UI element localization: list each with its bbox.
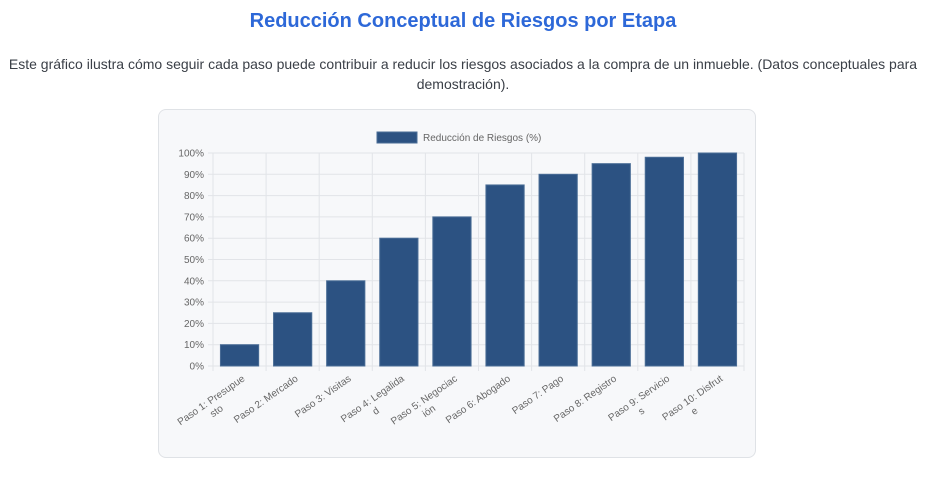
x-tick-label-line: d: [371, 406, 382, 418]
grid-lines: [208, 152, 745, 371]
page-description: Este gráfico ilustra cómo seguir cada pa…: [8, 56, 918, 92]
y-tick-label: 10%: [184, 340, 204, 351]
y-axis-ticks: 0% 10% 20% 30% 40% 50% 60% 70% 80% 90% 100%: [178, 149, 204, 373]
bar[interactable]: [644, 156, 684, 367]
chart-card: 0% 10% 20% 30% 40% 50% 60% 70% 80% 90% 100% Paso 1…: [158, 109, 756, 458]
y-tick-label: 100%: [178, 149, 204, 160]
y-tick-label: 90%: [184, 170, 204, 181]
y-tick-label: 0%: [190, 362, 205, 373]
bar[interactable]: [485, 184, 525, 367]
bar[interactable]: [697, 152, 738, 367]
y-tick-label: 30%: [184, 298, 204, 309]
bar[interactable]: [326, 280, 366, 367]
legend-swatch: [376, 131, 418, 144]
x-tick-label-line: e: [689, 405, 700, 417]
bar[interactable]: [538, 173, 578, 367]
y-tick-label: 80%: [184, 191, 204, 202]
y-tick-label: 50%: [184, 255, 204, 266]
y-tick-label: 60%: [184, 234, 204, 245]
legend[interactable]: Reducción de Riesgos (%): [376, 131, 541, 144]
bars: [219, 152, 738, 367]
bar[interactable]: [591, 163, 631, 367]
bar[interactable]: [219, 344, 260, 367]
bar[interactable]: [273, 312, 313, 367]
bar-chart: 0% 10% 20% 30% 40% 50% 60% 70% 80% 90% 100% Paso 1…: [176, 131, 745, 428]
y-tick-label: 20%: [184, 319, 204, 330]
bar[interactable]: [379, 237, 419, 367]
page-title: Reducción Conceptual de Riesgos por Etap…: [249, 10, 677, 32]
bar[interactable]: [432, 216, 472, 367]
legend-label: Reducción de Riesgos (%): [423, 133, 541, 144]
x-tick-label-line: Paso 7: Pago: [510, 373, 566, 417]
y-tick-label: 70%: [184, 212, 204, 223]
x-tick-label: Paso 7: Pago: [510, 373, 566, 417]
x-tick-label-line: s: [637, 406, 647, 418]
y-tick-label: 40%: [184, 276, 204, 287]
